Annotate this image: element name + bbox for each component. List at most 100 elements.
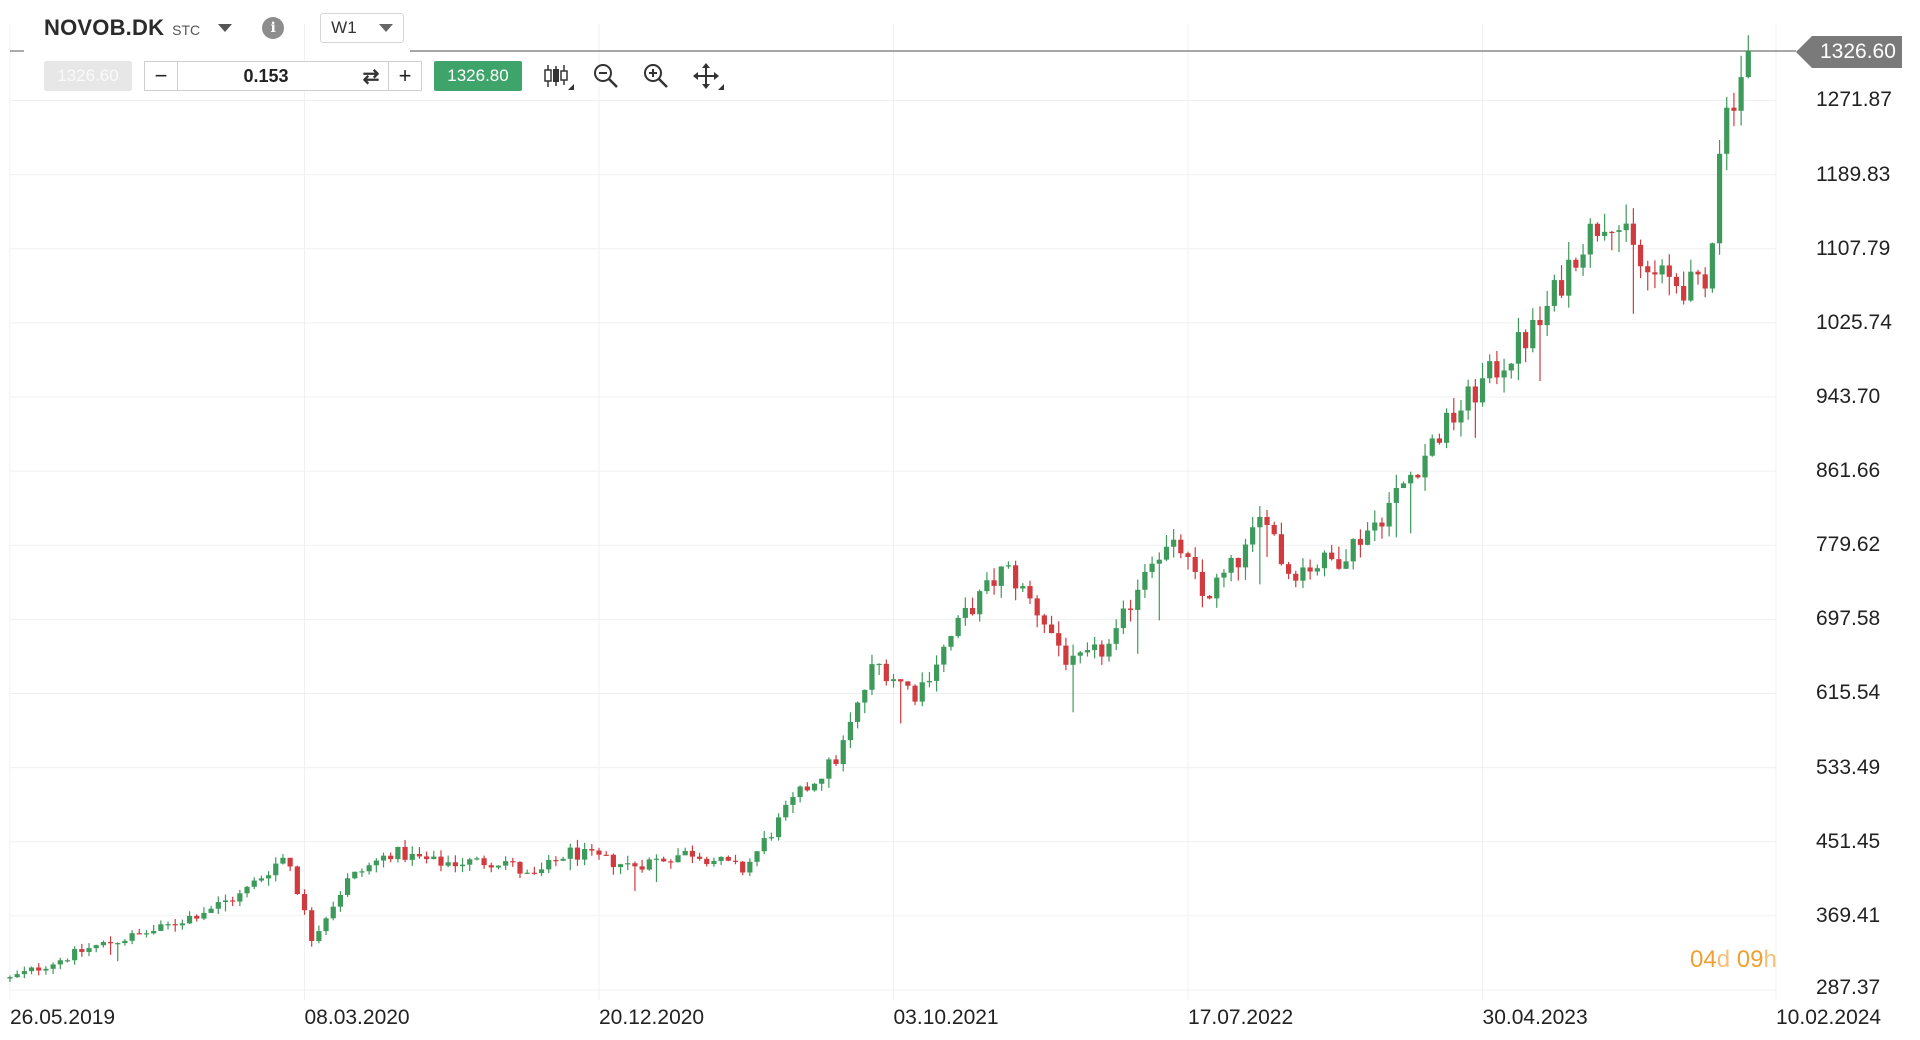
y-tick-label: 697.58: [1816, 607, 1881, 631]
candle-body: [1523, 332, 1529, 349]
candle-body: [977, 591, 983, 615]
candle-body: [301, 894, 308, 911]
trade-toolbar: 1326.60 − 0.153 ⇄ + 1326.80: [44, 60, 724, 92]
candle: [431, 850, 437, 860]
candle: [1364, 522, 1371, 546]
candle-body: [323, 918, 329, 932]
candle-body: [1544, 305, 1550, 326]
candle: [926, 672, 933, 688]
candle-body: [1106, 643, 1112, 657]
candle: [1228, 555, 1234, 582]
candle-body: [1077, 652, 1083, 656]
countdown-days-unit: d: [1716, 946, 1731, 973]
quantity-field[interactable]: 0.153 ⇄: [178, 62, 388, 90]
quantity-value[interactable]: 0.153: [243, 65, 289, 86]
candle: [804, 782, 810, 792]
price-tag-pointer: [1796, 36, 1812, 68]
candle-body: [1515, 332, 1522, 364]
candle: [57, 957, 63, 970]
candle: [467, 857, 473, 872]
candle: [711, 857, 717, 867]
candle-body: [1566, 259, 1572, 296]
candle-body: [1321, 552, 1328, 569]
symbol-dropdown-chevron-icon[interactable]: [218, 24, 233, 32]
candle: [1573, 257, 1579, 272]
info-icon[interactable]: i: [262, 17, 285, 39]
x-tick-label: 03.10.2021: [893, 1006, 999, 1029]
candle-body: [653, 858, 660, 860]
increase-quantity-button[interactable]: +: [388, 62, 421, 90]
candle-body: [854, 702, 861, 722]
candle-body: [481, 858, 487, 866]
candle-body: [682, 850, 688, 856]
candle-body: [912, 685, 918, 702]
candle: [143, 930, 150, 938]
candle-body: [1336, 559, 1342, 569]
candle: [761, 831, 767, 855]
zoom-out-button[interactable]: [590, 60, 622, 92]
candle-body: [467, 859, 473, 865]
y-tick-label: 861.66: [1816, 459, 1881, 483]
candle-body: [1149, 563, 1155, 572]
swap-icon[interactable]: ⇄: [362, 65, 380, 88]
candle-body: [1386, 502, 1392, 527]
candle-body: [14, 974, 20, 978]
decrease-quantity-button[interactable]: −: [145, 62, 178, 90]
candle-body: [847, 721, 854, 741]
candle-body: [388, 855, 394, 860]
buy-button[interactable]: 1326.80: [434, 61, 522, 91]
candle: [345, 873, 351, 897]
candle: [79, 943, 85, 957]
candle: [1666, 254, 1672, 296]
timeframe-value: W1: [331, 18, 357, 37]
x-tick-label: 30.04.2023: [1482, 1006, 1588, 1029]
candle: [1745, 35, 1751, 79]
candle-body: [409, 854, 415, 860]
chart-type-button[interactable]: [540, 60, 574, 92]
candle-body: [79, 949, 85, 952]
pan-button[interactable]: [690, 60, 724, 92]
candle-body: [201, 912, 207, 919]
candle: [323, 916, 329, 935]
candle-body: [833, 759, 839, 764]
candle: [1695, 269, 1701, 285]
candle: [28, 966, 35, 975]
candle: [847, 712, 854, 749]
candle: [100, 940, 106, 948]
candle: [1027, 580, 1033, 605]
symbol-name[interactable]: NOVOB.DK: [44, 15, 165, 40]
candle-body: [567, 847, 573, 859]
y-tick-label: 1025.74: [1816, 310, 1892, 334]
candle: [1250, 516, 1256, 552]
candle: [732, 854, 739, 865]
quantity-stepper[interactable]: − 0.153 ⇄ +: [144, 61, 422, 91]
timeframe-select[interactable]: W1: [320, 13, 405, 43]
candle-body: [840, 740, 846, 764]
candle-body: [596, 850, 602, 855]
candle-body: [732, 860, 739, 862]
candle: [1156, 552, 1162, 621]
candle-body: [890, 679, 897, 682]
candle: [1602, 213, 1608, 241]
zoom-in-button[interactable]: [640, 60, 672, 92]
candle: [1257, 505, 1263, 585]
candle-body: [625, 863, 631, 865]
candle: [72, 946, 78, 965]
candle-body: [1027, 586, 1033, 599]
candle: [610, 853, 616, 875]
candle-body: [1329, 552, 1335, 560]
y-tick-label: 533.49: [1816, 755, 1881, 779]
candle-body: [1738, 77, 1744, 111]
candle-body: [1695, 271, 1701, 275]
sell-button[interactable]: 1326.60: [44, 61, 132, 91]
zoom-out-icon: [594, 64, 618, 88]
candle: [222, 894, 229, 912]
candle: [438, 850, 444, 872]
candle: [531, 866, 537, 875]
candle-body: [7, 977, 13, 979]
candle-body: [589, 849, 595, 851]
candle: [388, 852, 394, 863]
candle-body: [251, 880, 257, 887]
candle: [1178, 534, 1184, 559]
